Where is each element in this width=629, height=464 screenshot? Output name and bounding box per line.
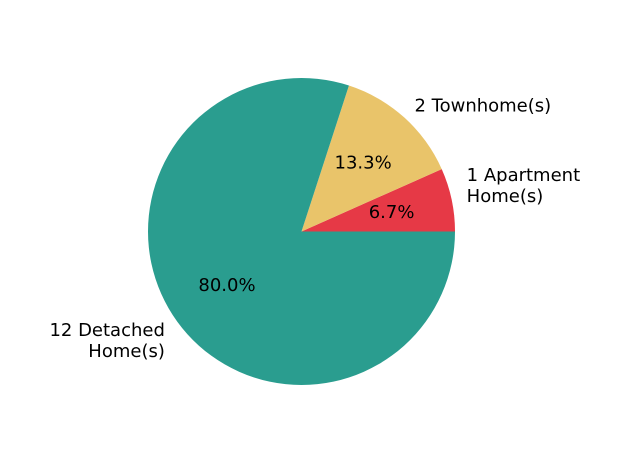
pie-slices (147, 78, 456, 386)
slice-category-label: 12 Detached Home(s) (49, 320, 164, 362)
pie-slice (301, 85, 442, 232)
pie-labels: 6.7% 1 Apartment Home(s) 13.3% 2 Townhome(s)… (49, 96, 580, 363)
slice-category-label: 1 Apartment Home(s) (467, 165, 580, 207)
slice-percent-label: 13.3% (335, 153, 392, 174)
slice-category-label: 2 Townhome(s) (414, 96, 551, 117)
slice-percent-label: 6.7% (369, 202, 415, 223)
pie-slice (147, 78, 456, 386)
slice-percent-label: 80.0% (198, 275, 255, 296)
pie-slice (301, 169, 455, 232)
